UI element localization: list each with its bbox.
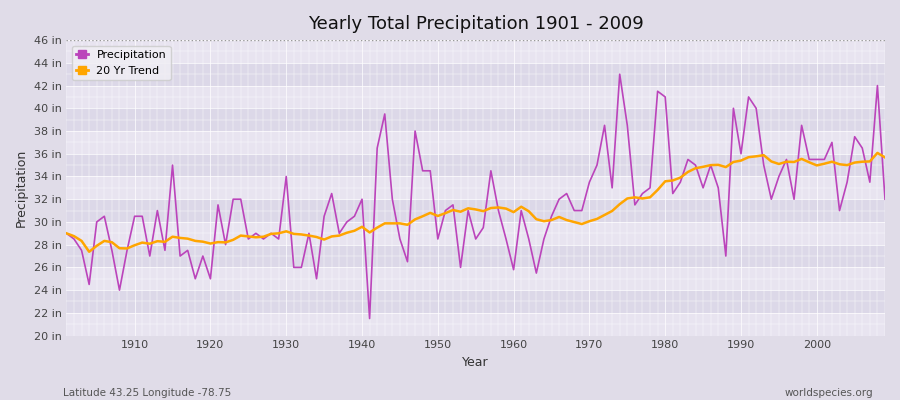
Bar xyxy=(67,313,885,336)
Y-axis label: Precipitation: Precipitation xyxy=(15,149,28,227)
Bar xyxy=(67,63,885,86)
Title: Yearly Total Precipitation 1901 - 2009: Yearly Total Precipitation 1901 - 2009 xyxy=(308,15,644,33)
Bar xyxy=(67,131,885,154)
Bar xyxy=(67,17,885,40)
Bar xyxy=(67,154,885,176)
Bar xyxy=(67,267,885,290)
Bar xyxy=(67,108,885,131)
Bar xyxy=(67,86,885,108)
Bar xyxy=(67,199,885,222)
X-axis label: Year: Year xyxy=(463,356,489,369)
Bar xyxy=(67,40,885,63)
Text: worldspecies.org: worldspecies.org xyxy=(785,388,873,398)
Bar xyxy=(67,245,885,267)
Bar xyxy=(67,290,885,313)
Legend: Precipitation, 20 Yr Trend: Precipitation, 20 Yr Trend xyxy=(72,46,171,80)
Bar xyxy=(67,222,885,245)
Text: Latitude 43.25 Longitude -78.75: Latitude 43.25 Longitude -78.75 xyxy=(63,388,231,398)
Bar xyxy=(67,176,885,199)
